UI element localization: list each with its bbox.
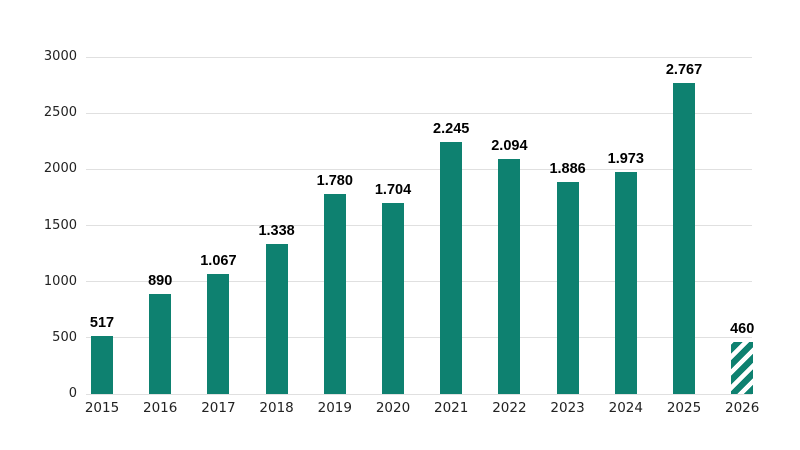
gridline xyxy=(86,337,752,339)
y-tick-label: 3000 xyxy=(43,49,77,64)
x-tick-label: 2019 xyxy=(317,400,352,416)
bar-value-label: 1.338 xyxy=(258,223,295,239)
bar-value-label: 460 xyxy=(730,321,755,337)
bar-value-label: 1.704 xyxy=(374,182,412,198)
bar-value-label: 1.780 xyxy=(316,173,353,189)
y-tick-label: 1000 xyxy=(43,273,77,289)
x-tick-label: 2021 xyxy=(434,400,469,416)
gridline xyxy=(86,168,752,170)
y-tick-label: 500 xyxy=(52,329,77,345)
y-tick-label: 1500 xyxy=(43,217,77,233)
bar xyxy=(614,172,637,394)
y-tick-label: 2000 xyxy=(43,161,77,177)
bar xyxy=(382,203,404,394)
gridline xyxy=(86,281,752,283)
x-tick-label: 2018 xyxy=(259,400,294,416)
bar xyxy=(91,336,113,394)
y-tick-label: 0 xyxy=(68,386,77,401)
bar xyxy=(440,142,463,394)
bar-value-label: 2.094 xyxy=(491,138,528,154)
x-tick-label: 2023 xyxy=(550,400,585,416)
x-tick-label: 2024 xyxy=(608,400,643,416)
bar-value-label: 1.886 xyxy=(549,161,586,177)
x-tick-label: 2016 xyxy=(143,400,178,416)
bar xyxy=(556,182,579,394)
bar xyxy=(207,274,230,394)
bar xyxy=(149,294,172,394)
gridline xyxy=(86,225,752,226)
bar xyxy=(323,194,346,394)
bar-value-label: 1.973 xyxy=(607,151,644,167)
bar xyxy=(498,159,521,394)
x-tick-label: 2017 xyxy=(201,400,236,416)
bar xyxy=(265,244,288,394)
gridline xyxy=(86,393,752,395)
bar-forecast xyxy=(731,342,754,394)
bar-value-label: 517 xyxy=(89,315,115,331)
x-tick-label: 2015 xyxy=(84,400,120,416)
y-tick-label: 2500 xyxy=(43,105,77,121)
x-tick-label: 2026 xyxy=(725,400,760,416)
bar xyxy=(673,83,695,394)
gridline xyxy=(86,112,752,114)
bar-value-label: 890 xyxy=(148,273,173,289)
x-tick-label: 2022 xyxy=(492,400,527,416)
bar-value-label: 2.245 xyxy=(433,121,470,137)
bar-value-label: 2.767 xyxy=(665,62,703,78)
x-tick-label: 2020 xyxy=(375,400,411,416)
x-tick-label: 2025 xyxy=(666,400,702,416)
bar-value-label: 1.067 xyxy=(200,253,237,269)
gridline xyxy=(86,56,752,58)
plot-area xyxy=(86,56,754,395)
